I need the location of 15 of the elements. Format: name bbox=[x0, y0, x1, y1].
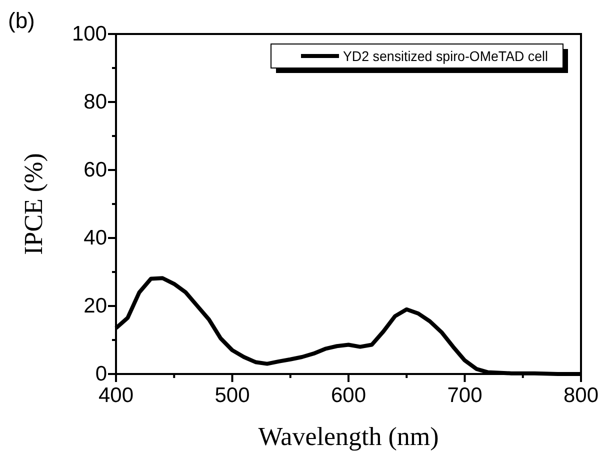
y-tick-label: 80 bbox=[84, 90, 107, 114]
x-tick-label: 400 bbox=[98, 384, 134, 407]
text: (b) bbox=[8, 8, 35, 33]
y-tick-label: 20 bbox=[84, 294, 107, 318]
y-axis-title: IPCE (%) bbox=[19, 153, 48, 255]
x-tick-label: 600 bbox=[330, 384, 366, 407]
x-tick-label: 700 bbox=[447, 384, 482, 407]
y-tick-label: 60 bbox=[84, 158, 107, 182]
x-axis-title: Wavelength (nm) bbox=[258, 422, 439, 451]
x-tick-label: 500 bbox=[214, 384, 250, 407]
y-tick-label: 40 bbox=[84, 226, 107, 250]
y-tick-label: 0 bbox=[95, 362, 107, 386]
x-tick-label: 800 bbox=[563, 384, 599, 407]
y-tick-label: 100 bbox=[72, 22, 107, 46]
legend-label: YD2 sensitized spiro-OMeTAD cell bbox=[343, 48, 558, 64]
